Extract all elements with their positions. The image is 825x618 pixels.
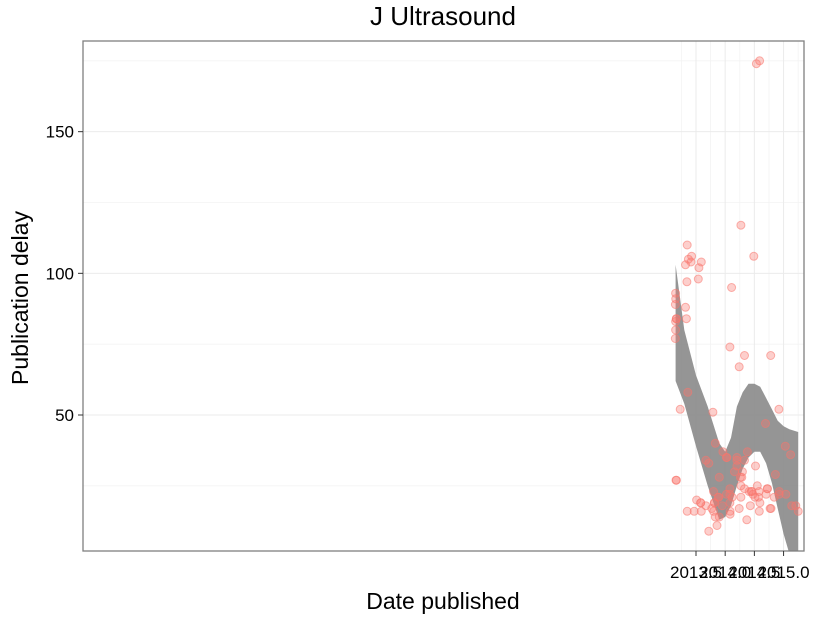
data-point xyxy=(693,274,703,284)
data-point xyxy=(689,506,699,516)
data-point xyxy=(725,506,735,516)
data-point xyxy=(727,283,737,292)
data-point xyxy=(734,504,744,513)
data-point xyxy=(793,506,803,516)
data-point xyxy=(766,351,776,360)
data-point xyxy=(671,475,681,485)
data-point xyxy=(709,487,718,496)
smooth-band-layer xyxy=(675,264,799,551)
data-point xyxy=(727,492,737,502)
data-point xyxy=(742,447,752,457)
data-point xyxy=(714,512,724,522)
data-point xyxy=(714,472,724,482)
data-point xyxy=(708,407,718,417)
data-point xyxy=(714,492,724,502)
x-tick-label: 2014.0 xyxy=(699,563,751,582)
data-point xyxy=(770,470,780,479)
data-point xyxy=(717,501,727,511)
x-tick-label: 2014.5 xyxy=(728,563,780,582)
data-point xyxy=(749,251,759,261)
data-point xyxy=(763,484,772,494)
data-point xyxy=(712,521,722,530)
data-point xyxy=(722,453,732,462)
data-point xyxy=(786,450,796,460)
data-point xyxy=(671,325,681,335)
data-point xyxy=(710,438,720,448)
plot-panel xyxy=(83,41,804,551)
data-point xyxy=(740,351,749,360)
data-point xyxy=(781,489,791,499)
y-axis-title: Publication delay xyxy=(7,211,33,385)
data-point xyxy=(751,461,760,471)
data-point xyxy=(681,314,691,324)
data-point xyxy=(769,492,779,502)
data-point xyxy=(755,56,765,66)
data-point xyxy=(755,498,765,508)
data-point xyxy=(704,526,714,536)
data-point xyxy=(780,441,790,451)
y-tick-label: 100 xyxy=(46,264,74,283)
x-axis-title: Date published xyxy=(366,588,519,614)
data-point xyxy=(732,453,742,462)
points-layer xyxy=(670,56,803,536)
x-tick-label: 2015.0 xyxy=(758,563,810,582)
data-point xyxy=(681,302,690,312)
data-point xyxy=(734,362,744,372)
data-point xyxy=(766,504,776,513)
data-point xyxy=(742,515,752,525)
data-point xyxy=(687,251,697,261)
data-point xyxy=(682,240,692,250)
data-point xyxy=(725,342,735,352)
data-point xyxy=(671,314,681,324)
y-tick-label: 150 xyxy=(46,123,74,142)
data-point xyxy=(754,506,764,516)
data-point xyxy=(736,492,746,502)
data-point xyxy=(696,498,706,508)
data-point xyxy=(670,334,680,343)
data-point xyxy=(740,455,749,465)
data-point xyxy=(736,220,746,230)
y-tick-label: 50 xyxy=(55,406,74,425)
data-point xyxy=(725,509,735,519)
data-point xyxy=(675,404,685,414)
data-point xyxy=(696,257,706,267)
data-point xyxy=(683,387,693,397)
data-point xyxy=(682,506,692,516)
chart-title: J Ultrasound xyxy=(370,1,516,31)
data-point xyxy=(745,501,755,511)
data-point xyxy=(774,489,784,499)
data-point xyxy=(671,288,681,298)
data-point xyxy=(704,458,714,468)
data-point xyxy=(737,467,747,477)
x-tick-label: 2013.5 xyxy=(670,563,722,582)
data-point xyxy=(761,419,770,428)
data-point xyxy=(774,404,784,414)
smooth-confidence-band xyxy=(675,264,799,551)
data-point xyxy=(682,277,692,287)
plot-border xyxy=(82,40,805,552)
